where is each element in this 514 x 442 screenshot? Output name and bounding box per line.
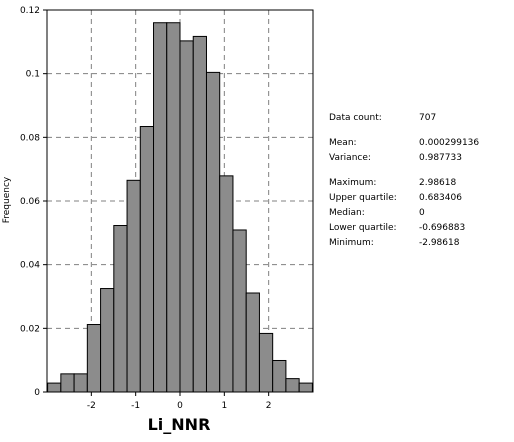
stat-value: -0.696883	[419, 223, 466, 233]
histogram-bar	[166, 22, 181, 393]
stat-label: Data count:	[329, 113, 382, 123]
histogram-bar	[205, 71, 221, 393]
stat-label: Maximum:	[329, 178, 377, 188]
y-tick-label: 0.08	[20, 133, 40, 143]
histogram-bar	[272, 359, 287, 393]
x-tick-label: -1	[131, 401, 140, 411]
x-tick-label: 0	[177, 401, 183, 411]
y-tick-label: 0.1	[26, 70, 40, 80]
histogram-bar	[258, 332, 274, 393]
histogram-bar	[126, 179, 141, 393]
plot-axes	[43, 9, 314, 396]
stat-value: -2.98618	[419, 238, 460, 248]
stat-label: Median:	[329, 208, 365, 218]
x-tick-label: -2	[87, 401, 96, 411]
y-tick-label: 0.04	[20, 261, 40, 271]
stat-label: Minimum:	[329, 238, 374, 248]
histogram-bar	[232, 229, 247, 393]
histogram-bar	[298, 382, 313, 393]
histogram-bar	[153, 22, 168, 393]
histogram-bar	[139, 126, 155, 393]
histogram-bar	[219, 175, 234, 393]
stat-label: Mean:	[329, 138, 357, 148]
histogram-bar	[100, 288, 115, 393]
histogram-chart: 0 0.02 0.04 0.06 0.08 0.1 0.12 -2 -1 0 1 2 Frequenc…	[2, 6, 314, 434]
histogram-bar	[113, 225, 128, 393]
y-tick-label: 0.06	[20, 197, 40, 207]
y-tick-label: 0	[34, 388, 40, 398]
y-axis-title: Frequency	[2, 176, 12, 223]
stat-label: Lower quartile:	[329, 223, 397, 233]
histogram-bar	[47, 382, 62, 393]
histogram-bar	[60, 373, 75, 393]
stat-value: 2.98618	[419, 178, 457, 188]
stat-label: Upper quartile:	[329, 193, 397, 203]
stat-value: 0.000299136	[419, 138, 480, 148]
x-tick-label: 1	[221, 401, 227, 411]
histogram-bar	[86, 324, 102, 393]
histogram-bar	[285, 378, 300, 393]
stat-value: 0	[419, 208, 425, 218]
stat-label: Variance:	[329, 153, 371, 163]
y-tick-label: 0.02	[20, 324, 40, 334]
stat-value: 0.683406	[419, 193, 462, 203]
histogram-bar	[179, 40, 194, 393]
y-tick-label: 0.12	[20, 6, 40, 16]
tick-labels: 0 0.02 0.04 0.06 0.08 0.1 0.12 -2 -1 0 1 2	[20, 6, 272, 411]
x-tick-label: 2	[266, 401, 272, 411]
x-axis-title: Li_NNR	[148, 415, 211, 434]
histogram-bar	[245, 292, 260, 393]
stat-value: 707	[419, 113, 437, 123]
histogram-bar	[73, 373, 88, 393]
stat-value: 0.987733	[419, 153, 462, 163]
histogram-bar	[192, 35, 207, 393]
histogram-bars	[47, 22, 313, 393]
